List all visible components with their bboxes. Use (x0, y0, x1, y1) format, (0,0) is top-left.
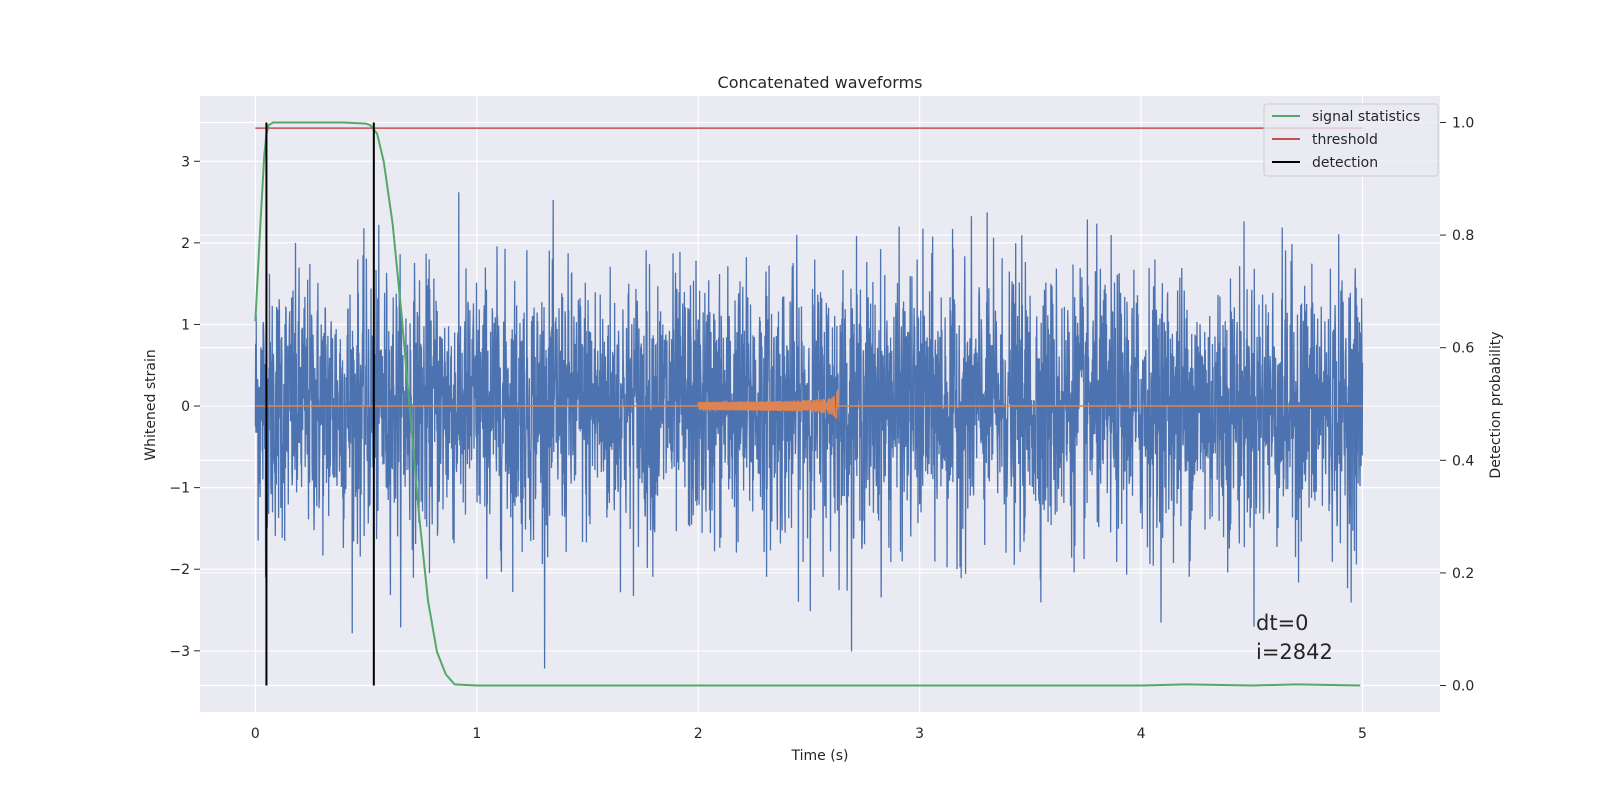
y2-tick-label-5: 1.0 (1452, 115, 1474, 131)
y-tick-label-4: 1 (181, 317, 190, 333)
x-tick-label-0: 0 (251, 726, 260, 742)
series-noise-line (254, 192, 1364, 669)
x-tick-label-3: 3 (915, 726, 924, 742)
series-signal-statistics-line (254, 121, 1361, 687)
y-tick-label-1: −2 (169, 562, 190, 578)
legend-label-threshold: threshold (1312, 132, 1378, 148)
legend-box (1263, 103, 1439, 177)
x-axis-label: Time (s) (791, 748, 849, 764)
y-tick-label-3: 0 (181, 399, 190, 415)
y2-axis-label: Detection probability (1488, 331, 1504, 478)
legend: signal statistics threshold detection (1263, 103, 1439, 177)
series-chirp-line (255, 389, 1363, 419)
x-tick-label-2: 2 (694, 726, 703, 742)
y-tick-label-0: −3 (169, 644, 190, 660)
legend-label-detection: detection (1312, 155, 1378, 171)
annotation: dt=0 i=2842 (1256, 611, 1333, 664)
chart-title: Concatenated waveforms (718, 73, 923, 92)
y-tick-label-6: 3 (181, 154, 190, 170)
annotation-line-1: dt=0 (1256, 611, 1309, 635)
x-tick-label-1: 1 (472, 726, 481, 742)
y2-tick-label-0: 0.0 (1452, 679, 1474, 695)
x-tick-label-4: 4 (1137, 726, 1146, 742)
annotation-line-2: i=2842 (1256, 640, 1333, 664)
y-axis-label: Whitened strain (143, 349, 159, 460)
y-tick-label-2: −1 (169, 481, 190, 497)
series-layer (254, 121, 1364, 687)
y-tick-label-5: 2 (181, 236, 190, 252)
ticks: 0 1 2 3 4 5 −3 −2 −1 0 1 2 3 0.0 0.2 0.4 0.6 0.8 1.0 (169, 115, 1474, 742)
y2-tick-label-4: 0.8 (1452, 228, 1474, 244)
legend-label-signal-statistics: signal statistics (1312, 109, 1420, 125)
x-tick-label-5: 5 (1358, 726, 1367, 742)
y2-tick-label-1: 0.2 (1452, 566, 1474, 582)
y2-tick-label-2: 0.4 (1452, 453, 1474, 469)
y2-tick-label-3: 0.6 (1452, 341, 1474, 357)
